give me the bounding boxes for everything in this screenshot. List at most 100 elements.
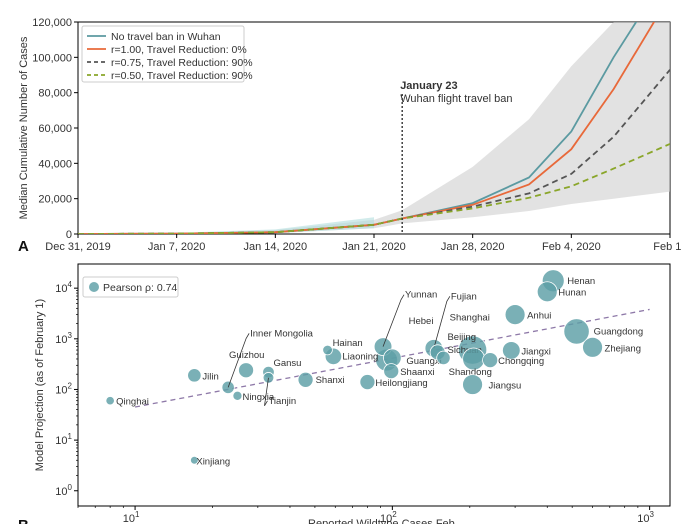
- b-x-tick-exponent: 1: [135, 510, 140, 519]
- b-x-tick-label: 103: [637, 510, 654, 524]
- x-tick-label: Jan 7, 2020: [148, 241, 206, 253]
- point-beijing: [436, 350, 451, 366]
- point-label: Qinghai: [116, 397, 149, 408]
- point-label: Yunnan: [405, 290, 437, 301]
- point-anhui: [504, 304, 526, 326]
- point-label: Guangxi: [406, 356, 441, 367]
- b-x-tick-label: 101: [123, 510, 140, 524]
- point-label: Jilin: [202, 371, 218, 382]
- y-tick-label: 20,000: [38, 194, 72, 206]
- legend-a-box: [81, 25, 245, 83]
- point-ningxia: [232, 390, 243, 401]
- label-leader: [433, 296, 451, 349]
- b-x-tick-exponent: 2: [392, 510, 397, 519]
- point-label: Zhejiang: [605, 343, 641, 354]
- b-y-tick-exponent: 3: [68, 331, 73, 340]
- y-tick-label: 120,000: [32, 17, 72, 29]
- b-y-tick-exponent: 1: [68, 432, 73, 441]
- b-y-tick-exponent: 4: [68, 280, 73, 289]
- x-tick-label: Jan 14, 2020: [244, 241, 308, 253]
- series-line-3: [78, 143, 670, 234]
- point-jiangsu: [462, 374, 483, 395]
- point-label: Sichuan: [448, 345, 482, 356]
- point-label: Henan: [567, 276, 595, 287]
- point-label: Anhui: [527, 311, 551, 322]
- point-qinghai: [105, 396, 115, 406]
- y-tick-label: 40,000: [38, 158, 72, 170]
- point-label: Shanghai: [450, 312, 490, 323]
- b-y-tick-label: 104: [55, 280, 72, 295]
- point-label: Shanxi: [316, 375, 345, 386]
- point-label: Liaoning: [342, 351, 378, 362]
- b-y-tick-exponent: 2: [68, 381, 73, 390]
- b-y-tick-label: 100: [55, 483, 72, 498]
- y-tick-label: 60,000: [38, 123, 72, 135]
- b-y-tick-label: 101: [55, 432, 72, 447]
- legend-entry-3: r=0.50, Travel Reduction: 90%: [111, 70, 253, 82]
- x-tick-label: Feb 4, 2020: [542, 241, 601, 253]
- x-tick-label: Jan 21, 2020: [342, 241, 406, 253]
- point-zhejiang: [582, 336, 603, 358]
- y-tick-label: 100,000: [32, 52, 72, 64]
- point-label: Guizhou: [229, 350, 264, 361]
- b-y-tick-label: 103: [55, 331, 72, 346]
- annotation-text: Wuhan flight travel ban: [400, 93, 512, 105]
- point-label: Gansu: [273, 358, 301, 369]
- point-label: Guangdong: [594, 326, 644, 337]
- point-label: Jiangxi: [521, 346, 551, 357]
- legend-entry-0: No travel ban in Wuhan: [111, 31, 221, 43]
- label-leader: [382, 294, 405, 347]
- point-label: Chongqing: [498, 356, 544, 367]
- label-leader: [227, 333, 250, 388]
- point-label: Hebei: [409, 316, 434, 327]
- legend-b-marker: [89, 282, 99, 292]
- b-x-tick-exponent: 3: [650, 510, 655, 519]
- point-jiangxi: [502, 341, 521, 360]
- x-tick-label: Jan 28, 2020: [441, 241, 505, 253]
- point-label: Ningxia: [242, 392, 274, 403]
- point-xinjiang: [190, 455, 199, 465]
- point-label: Shandong: [449, 367, 492, 378]
- point-label: Heilongjiang: [375, 378, 427, 389]
- b-y-tick-label: 102: [55, 381, 72, 396]
- point-shanxi: [297, 371, 314, 388]
- y-tick-label: 80,000: [38, 88, 72, 100]
- point-guangdong: [563, 318, 590, 345]
- b-y-axis-label: Model Projection (as of February 1): [34, 299, 46, 471]
- point-label: Shaanxi: [400, 367, 434, 378]
- point-shaanxi: [383, 363, 400, 380]
- point-guizhou: [238, 362, 254, 379]
- b-x-axis-label: Reported Wildtype Cases Feb...: [308, 518, 464, 524]
- legend-b: Pearson ρ: 0.74: [82, 276, 179, 298]
- point-hunan: [536, 281, 558, 303]
- legend-entry-1: r=1.00, Travel Reduction: 0%: [111, 44, 247, 56]
- y-axis-label: Median Cumulative Number of Cases: [18, 36, 30, 219]
- label-leader: [264, 377, 269, 406]
- y-tick-label: 0: [66, 229, 72, 241]
- point-label: Jiangsu: [489, 381, 522, 392]
- point-heilongjiang: [359, 374, 376, 390]
- point-label: Tianjin: [268, 396, 296, 407]
- annotation-title: January 23: [400, 80, 457, 92]
- x-tick-label: Dec 31, 2019: [45, 241, 110, 253]
- point-label: Hunan: [558, 288, 586, 299]
- x-tick-label: Feb 11: [653, 241, 681, 253]
- point-chongqing: [482, 352, 499, 369]
- panel-a-plot: [78, 22, 670, 234]
- point-label: Fujian: [451, 291, 477, 302]
- panel-label-a: A: [18, 238, 29, 255]
- point-hainan: [322, 344, 333, 356]
- legend-b-text: Pearson ρ: 0.74: [103, 282, 177, 294]
- b-y-tick-exponent: 0: [68, 483, 73, 492]
- point-label: Inner Mongolia: [250, 328, 314, 339]
- legend-b-box: [82, 276, 179, 298]
- point-label: Hainan: [333, 338, 363, 349]
- legend-entry-2: r=0.75, Travel Reduction: 90%: [111, 57, 253, 69]
- point-label: Xinjiang: [196, 456, 230, 467]
- point-label: Beijing: [447, 332, 476, 343]
